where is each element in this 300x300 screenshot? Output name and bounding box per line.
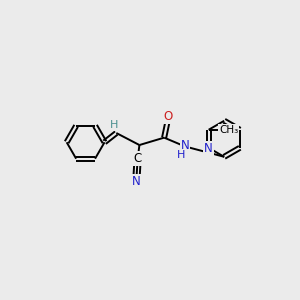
Text: N: N [132,175,141,188]
Text: N: N [204,142,213,155]
Text: C: C [134,152,142,165]
Text: H: H [177,150,185,160]
Text: O: O [163,110,172,123]
Text: CH₃: CH₃ [219,125,238,135]
Text: N: N [181,139,189,152]
Text: H: H [110,120,119,130]
